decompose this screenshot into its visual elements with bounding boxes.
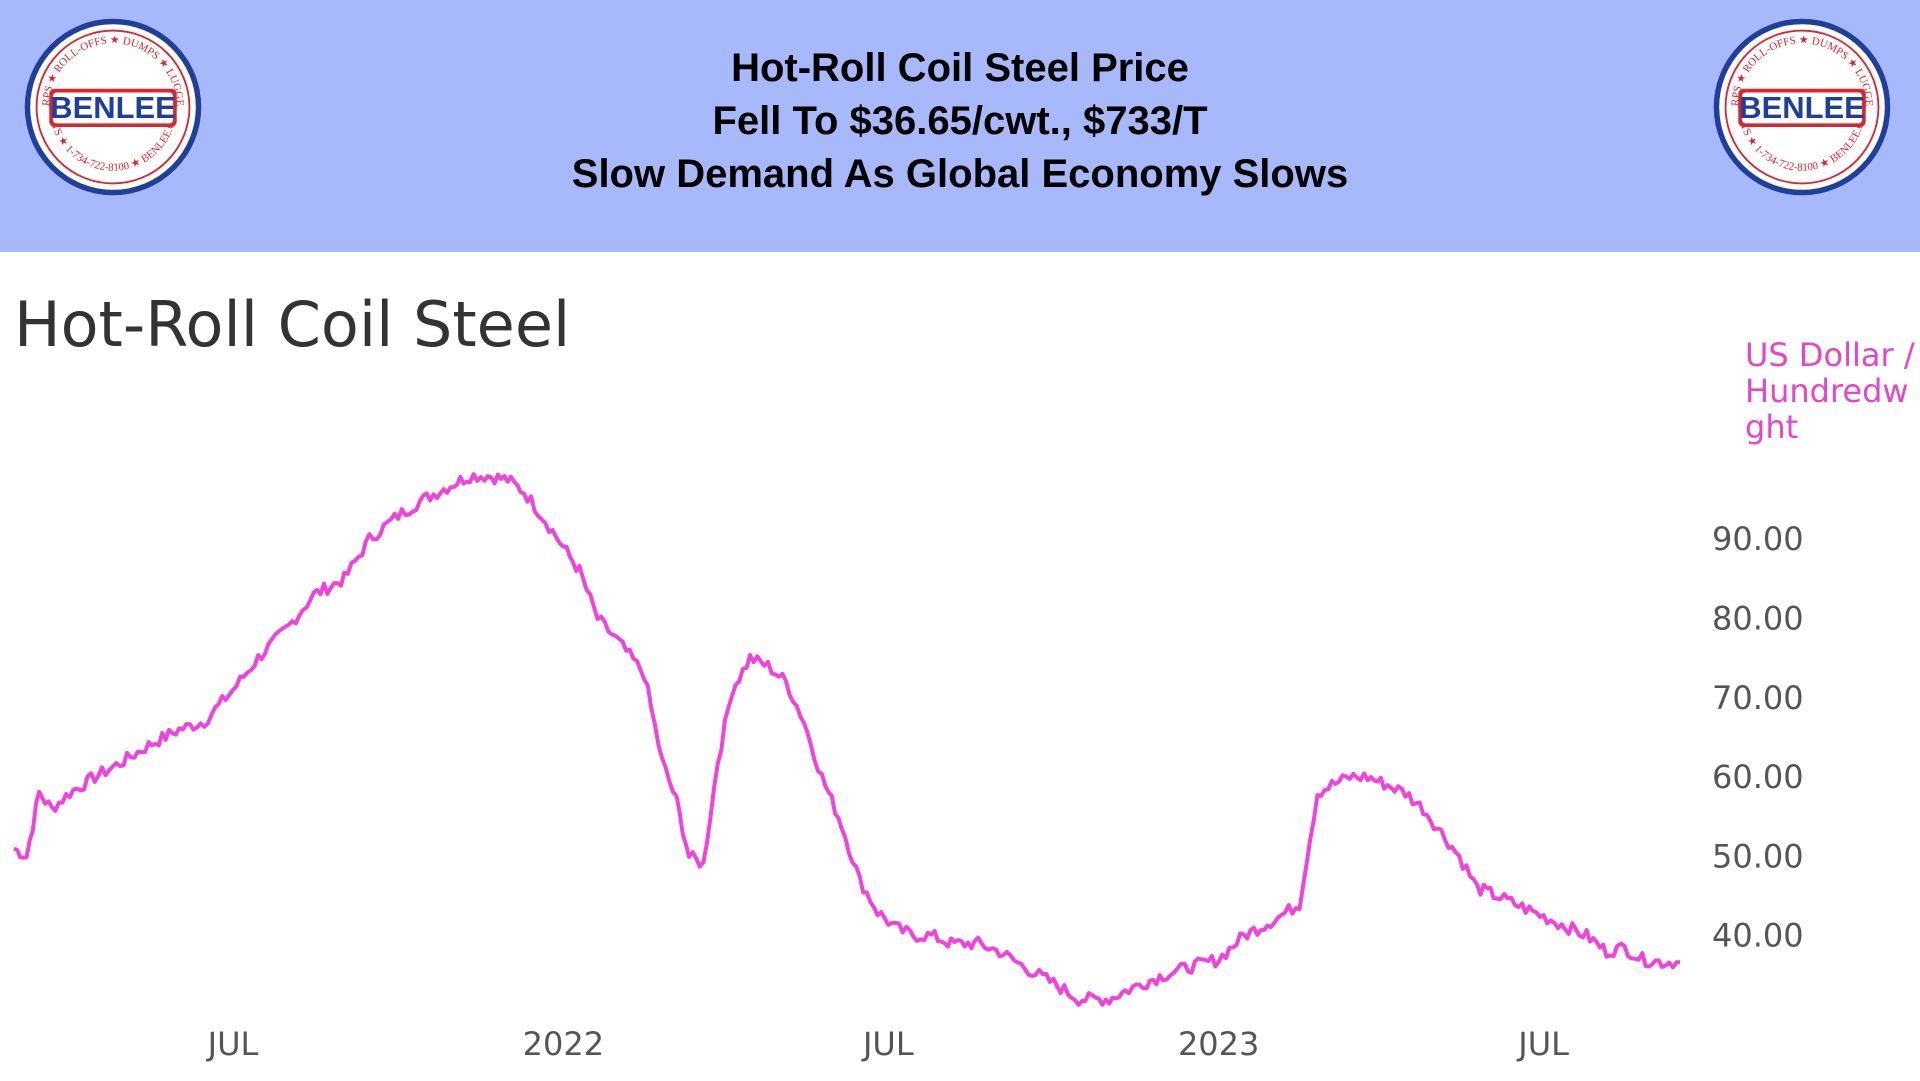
x-tick-label: JUL: [1516, 1025, 1569, 1063]
chart-title: Hot-Roll Coil Steel: [14, 288, 571, 361]
x-tick-label: 2023: [1178, 1025, 1259, 1063]
headline-line-2: Fell To $36.65/cwt., $733/T: [712, 99, 1208, 143]
y-tick-label: 60.00: [1712, 758, 1804, 796]
price-series-line: [13, 472, 1681, 1007]
benlee-logo-right: TARPS ★ ROLL-OFFS ★ DUMPS ★ LUGGERS PART…: [1711, 16, 1891, 196]
headline-line-3: Slow Demand As Global Economy Slows: [571, 152, 1349, 196]
y-tick-label: 80.00: [1712, 600, 1804, 638]
y-tick-label: 40.00: [1712, 917, 1804, 955]
y-axis-unit-label: US Dollar / Hundredwght: [1745, 336, 1915, 446]
x-axis-ticks: 2021JUL2022JUL2023JUL: [206, 1025, 1569, 1063]
y-tick-label: 90.00: [1712, 520, 1804, 558]
x-tick-label: JUL: [206, 1025, 259, 1063]
y-tick-label: 70.00: [1712, 679, 1804, 717]
headline-line-1: Hot-Roll Coil Steel Price: [731, 46, 1189, 90]
svg-text:BENLEE: BENLEE: [50, 90, 176, 125]
svg-text:BENLEE: BENLEE: [1739, 90, 1865, 125]
header-banner: Hot-Roll Coil Steel Price Fell To $36.65…: [0, 0, 1920, 252]
y-axis-ticks: 90.00 80.00 70.00 60.00 50.00 40.00: [1712, 520, 1804, 954]
benlee-logo-left: TARPS ★ ROLL-OFFS ★ DUMPS ★ LUGGERS PART…: [22, 16, 202, 196]
y-tick-label: 50.00: [1712, 837, 1804, 875]
x-tick-label: JUL: [861, 1025, 914, 1063]
x-tick-label: 2022: [523, 1025, 604, 1063]
